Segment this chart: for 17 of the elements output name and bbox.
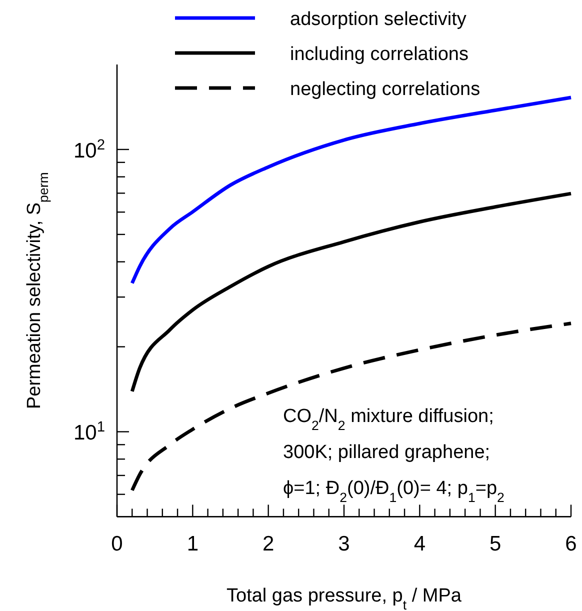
x-tick-label: 5 — [489, 532, 502, 556]
x-tick-label: 2 — [262, 532, 274, 556]
x-axis-title: Total gas pressure, p$_{t}$ / MPa — [226, 586, 462, 611]
annotation: 300K; pillared graphene; — [283, 442, 490, 463]
legend-label: adsorption selectivity — [290, 9, 467, 30]
legend-label: neglecting correlations — [290, 79, 480, 100]
x-tick-label: 0 — [111, 532, 123, 556]
x-tick-label: 1 — [186, 532, 199, 556]
legend-label: including correlations — [290, 44, 468, 65]
line-series — [130, 192, 573, 394]
annotation: ϕ=1; Đ$_{2}$(0)/Đ$_{1}$(0)= 4; p$_{1}$=p$_{2}$ — [283, 478, 504, 504]
annotation: CO$_{2}$/N$_{2}$ mixture diffusion; — [283, 406, 494, 432]
x-tick-label: 3 — [338, 532, 350, 556]
y-tick-label: 10$^{2}$ — [73, 137, 105, 162]
x-tick-label: 4 — [414, 532, 426, 556]
x-tick-label: 6 — [565, 532, 577, 556]
y-tick-label: 10$^{1}$ — [73, 420, 105, 445]
